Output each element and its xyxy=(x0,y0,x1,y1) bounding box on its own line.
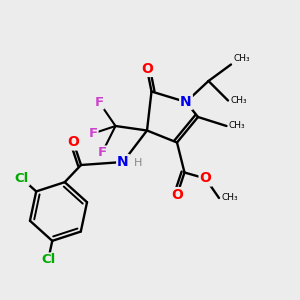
Text: Cl: Cl xyxy=(15,172,29,185)
Text: N: N xyxy=(180,95,192,109)
Text: F: F xyxy=(98,146,106,160)
Text: CH₃: CH₃ xyxy=(221,194,238,202)
Text: CH₃: CH₃ xyxy=(230,96,247,105)
Text: O: O xyxy=(68,136,80,149)
Text: CH₃: CH₃ xyxy=(233,54,250,63)
Text: O: O xyxy=(200,172,211,185)
Text: F: F xyxy=(94,95,103,109)
Text: H: H xyxy=(134,158,142,169)
Text: N: N xyxy=(117,155,129,169)
Text: CH₃: CH₃ xyxy=(229,122,245,130)
Text: F: F xyxy=(88,127,98,140)
Text: O: O xyxy=(141,62,153,76)
Text: O: O xyxy=(171,188,183,202)
Text: Cl: Cl xyxy=(41,254,55,266)
